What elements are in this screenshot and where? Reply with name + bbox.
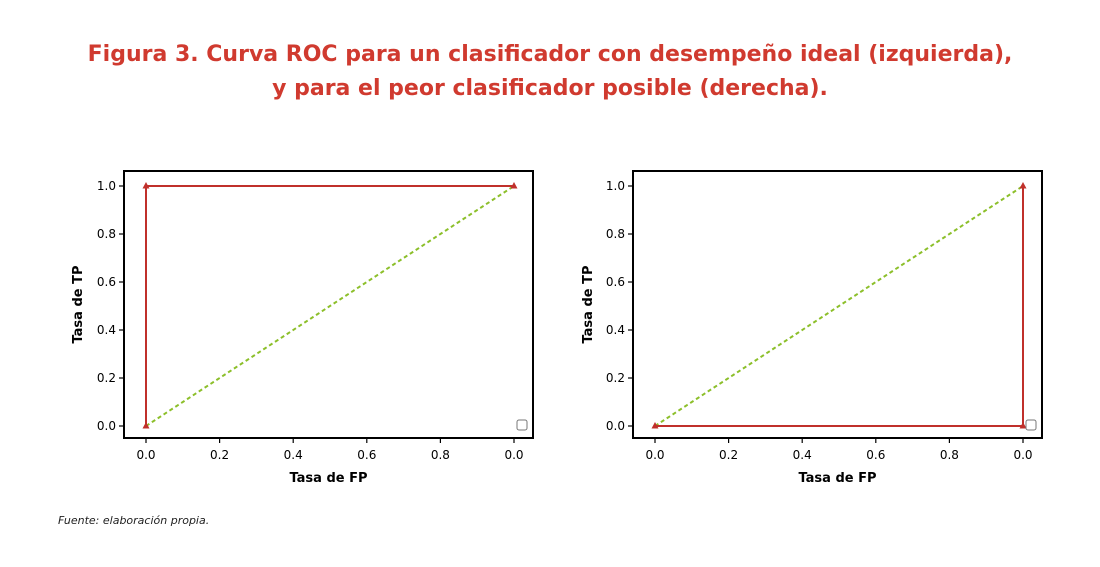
roc-point-marker <box>510 182 518 189</box>
x-tick-label: 0.0 <box>504 448 523 462</box>
x-tick-label: 0.8 <box>940 448 959 462</box>
y-tick-label: 0.4 <box>606 323 625 337</box>
x-tick-label: 0.2 <box>719 448 738 462</box>
x-tick-label: 0.4 <box>284 448 303 462</box>
plot-frame <box>123 170 534 439</box>
x-tick-label: 0.4 <box>793 448 812 462</box>
y-tick-label: 1.0 <box>97 179 116 193</box>
x-axis-label: Tasa de FP <box>798 471 876 486</box>
y-tick-label: 0.8 <box>97 227 116 241</box>
y-tick-label: 0.0 <box>97 419 116 433</box>
legend-box <box>516 419 528 431</box>
y-tick-label: 0.2 <box>97 371 116 385</box>
y-tick-label: 1.0 <box>606 179 625 193</box>
y-axis-label: Tasa de TP <box>71 265 86 343</box>
y-tick-label: 0.4 <box>97 323 116 337</box>
x-tick-label: 0.0 <box>645 448 664 462</box>
plot-frame <box>632 170 1043 439</box>
roc-point-marker <box>651 422 659 429</box>
x-tick-label: 0.0 <box>1013 448 1032 462</box>
x-tick-label: 0.6 <box>357 448 376 462</box>
roc-point-marker <box>142 182 150 189</box>
y-tick-label: 0.6 <box>97 275 116 289</box>
figure-title-line-2: y para el peor clasificador posible (der… <box>272 76 828 101</box>
x-tick-label: 0.8 <box>431 448 450 462</box>
roc-point-marker <box>1019 182 1027 189</box>
y-tick-label: 0.0 <box>606 419 625 433</box>
figure-caption: Fuente: elaboración propia. <box>58 514 210 527</box>
y-tick-label: 0.8 <box>606 227 625 241</box>
x-tick-label: 0.6 <box>866 448 885 462</box>
y-axis-label: Tasa de TP <box>581 265 596 343</box>
figure-title-line-1: Figura 3. Curva ROC para un clasificador… <box>87 42 1013 67</box>
y-tick-label: 0.6 <box>606 275 625 289</box>
random-classifier-diagonal <box>654 185 1024 427</box>
roc-point-marker <box>1019 422 1027 429</box>
y-tick-label: 0.2 <box>606 371 625 385</box>
random-classifier-diagonal <box>145 185 515 427</box>
legend-box <box>1025 419 1037 431</box>
x-axis-label: Tasa de FP <box>289 471 367 486</box>
x-tick-label: 0.0 <box>136 448 155 462</box>
roc-point-marker <box>142 422 150 429</box>
x-tick-label: 0.2 <box>210 448 229 462</box>
